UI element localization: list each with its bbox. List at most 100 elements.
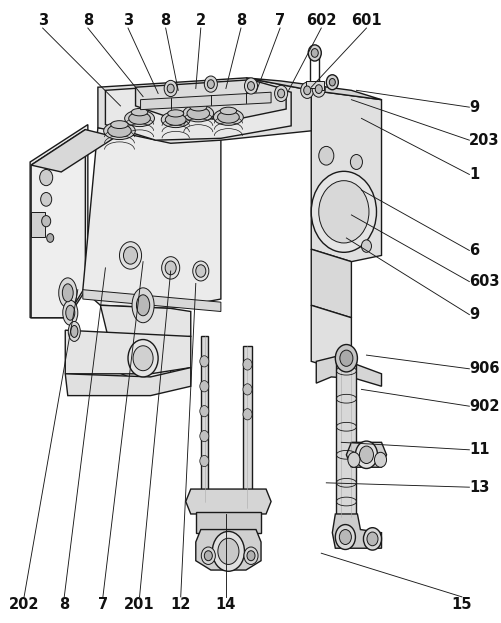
Text: 201: 201 (124, 597, 155, 612)
Circle shape (201, 547, 215, 564)
Text: 9: 9 (468, 307, 478, 322)
Circle shape (242, 409, 252, 420)
Polygon shape (30, 125, 88, 318)
Polygon shape (140, 92, 271, 110)
Ellipse shape (62, 284, 73, 302)
Ellipse shape (128, 112, 150, 125)
Circle shape (311, 171, 376, 252)
Circle shape (167, 84, 174, 93)
Text: 9: 9 (468, 100, 478, 115)
Polygon shape (311, 90, 381, 262)
Circle shape (350, 155, 362, 169)
Polygon shape (98, 78, 311, 143)
Circle shape (315, 85, 322, 93)
Circle shape (199, 406, 208, 417)
Polygon shape (311, 305, 351, 364)
Polygon shape (135, 80, 286, 120)
Ellipse shape (131, 108, 147, 116)
Circle shape (244, 78, 257, 94)
Circle shape (347, 452, 359, 467)
Text: 1: 1 (468, 167, 478, 182)
Polygon shape (31, 130, 115, 172)
Circle shape (308, 45, 321, 61)
Circle shape (199, 381, 208, 392)
Ellipse shape (220, 107, 236, 115)
Circle shape (207, 80, 214, 88)
Ellipse shape (124, 110, 154, 126)
Circle shape (339, 530, 351, 545)
Text: 12: 12 (170, 597, 190, 612)
Circle shape (311, 49, 318, 57)
Circle shape (303, 86, 310, 95)
Text: 11: 11 (468, 442, 489, 457)
Polygon shape (245, 78, 381, 100)
Text: 203: 203 (468, 133, 499, 148)
Text: 13: 13 (468, 480, 489, 495)
Circle shape (195, 265, 205, 277)
Polygon shape (306, 81, 323, 90)
Polygon shape (105, 81, 291, 140)
Polygon shape (311, 249, 351, 318)
Circle shape (274, 85, 287, 102)
Circle shape (212, 531, 244, 571)
Ellipse shape (66, 305, 75, 320)
Polygon shape (65, 330, 190, 374)
Ellipse shape (59, 278, 77, 308)
Circle shape (128, 340, 158, 377)
Ellipse shape (108, 125, 131, 137)
Text: 8: 8 (160, 13, 170, 28)
Circle shape (42, 216, 51, 227)
Text: 202: 202 (9, 597, 39, 612)
Text: 603: 603 (468, 274, 499, 289)
Circle shape (41, 193, 52, 206)
Ellipse shape (161, 112, 190, 128)
Ellipse shape (68, 321, 80, 341)
Polygon shape (83, 128, 220, 308)
Circle shape (318, 181, 368, 243)
Text: 7: 7 (275, 13, 285, 28)
Polygon shape (185, 489, 271, 514)
Polygon shape (100, 336, 170, 380)
Text: 602: 602 (306, 13, 336, 28)
Circle shape (47, 234, 54, 242)
Text: 7: 7 (98, 597, 108, 612)
Ellipse shape (132, 288, 154, 323)
Text: 3: 3 (123, 13, 133, 28)
Polygon shape (243, 346, 252, 508)
Ellipse shape (111, 121, 128, 128)
Polygon shape (31, 212, 45, 237)
Ellipse shape (71, 325, 78, 338)
Circle shape (363, 528, 381, 550)
Circle shape (326, 75, 338, 90)
Circle shape (199, 455, 208, 467)
Text: 601: 601 (350, 13, 381, 28)
Ellipse shape (182, 105, 213, 122)
Ellipse shape (187, 107, 209, 120)
Circle shape (366, 532, 377, 546)
Polygon shape (332, 514, 381, 548)
Circle shape (161, 257, 179, 279)
Circle shape (204, 76, 217, 92)
Circle shape (204, 551, 212, 561)
Polygon shape (65, 368, 190, 396)
Circle shape (123, 247, 137, 264)
Ellipse shape (167, 110, 183, 117)
Circle shape (165, 261, 176, 275)
Circle shape (361, 240, 371, 252)
Circle shape (247, 82, 254, 90)
Text: 3: 3 (38, 13, 48, 28)
Text: 8: 8 (59, 597, 69, 612)
Polygon shape (336, 361, 356, 517)
Circle shape (312, 81, 325, 97)
Circle shape (217, 538, 238, 564)
Circle shape (335, 345, 357, 372)
Ellipse shape (213, 109, 243, 125)
Circle shape (355, 441, 377, 468)
Circle shape (199, 430, 208, 442)
Circle shape (277, 89, 284, 98)
Circle shape (374, 452, 386, 467)
Ellipse shape (136, 295, 149, 316)
Circle shape (318, 146, 333, 165)
Circle shape (119, 242, 141, 269)
Circle shape (329, 78, 335, 86)
